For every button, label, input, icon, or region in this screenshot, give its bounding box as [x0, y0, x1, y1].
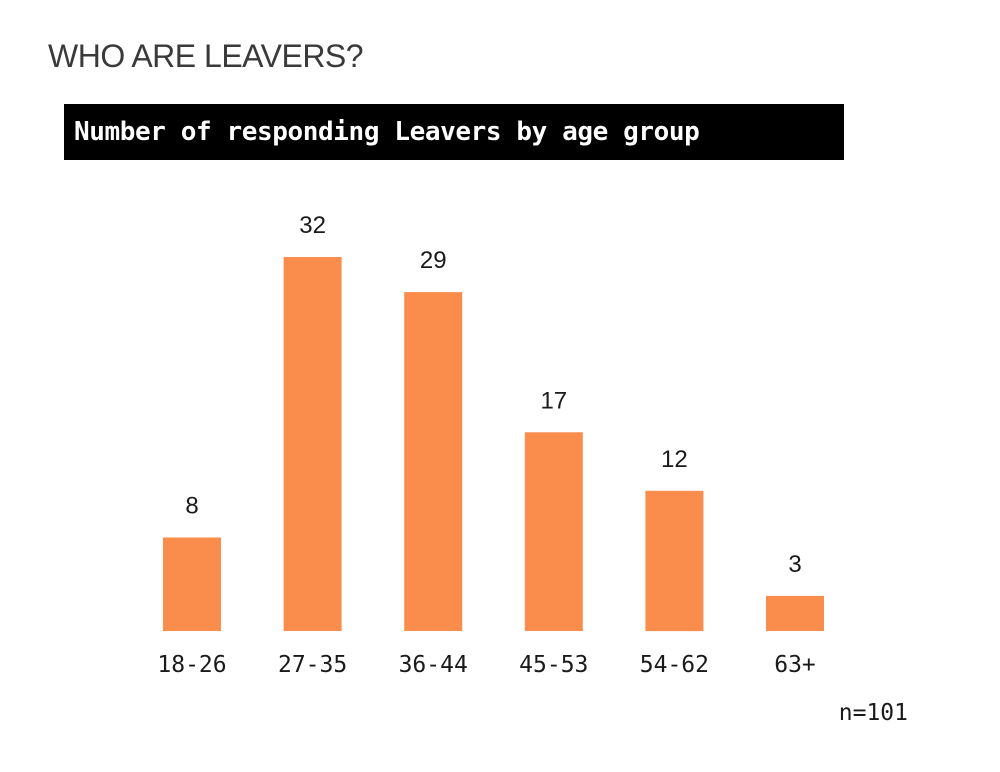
page-heading: WHO ARE LEAVERS?: [48, 38, 364, 74]
x-tick-label: 54-62: [640, 652, 709, 678]
bar-63+: [766, 595, 824, 631]
chart-title: Number of responding Leavers by age grou…: [74, 117, 700, 147]
bar-value-label: 17: [540, 387, 567, 414]
chart-title-banner: Number of responding Leavers by age grou…: [64, 104, 844, 160]
bar-value-label: 8: [185, 493, 198, 520]
x-tick-label: 45-53: [519, 652, 588, 678]
bar-45-53: [524, 432, 583, 631]
sample-size-note: n=101: [838, 700, 908, 726]
bar-54-62: [645, 490, 704, 632]
bar-18-26: [163, 537, 221, 631]
x-tick-label: 63+: [774, 652, 816, 678]
bar-value-label: 3: [788, 551, 801, 578]
bar-36-44: [404, 292, 463, 631]
x-tick-label: 27-35: [278, 652, 347, 678]
bar-value-label: 32: [299, 212, 326, 239]
bar-value-label: 29: [420, 247, 447, 274]
bar-value-label: 12: [661, 446, 688, 473]
x-tick-label: 36-44: [399, 652, 468, 678]
bar-27-35: [283, 257, 342, 631]
x-tick-label: 18-26: [157, 652, 226, 678]
